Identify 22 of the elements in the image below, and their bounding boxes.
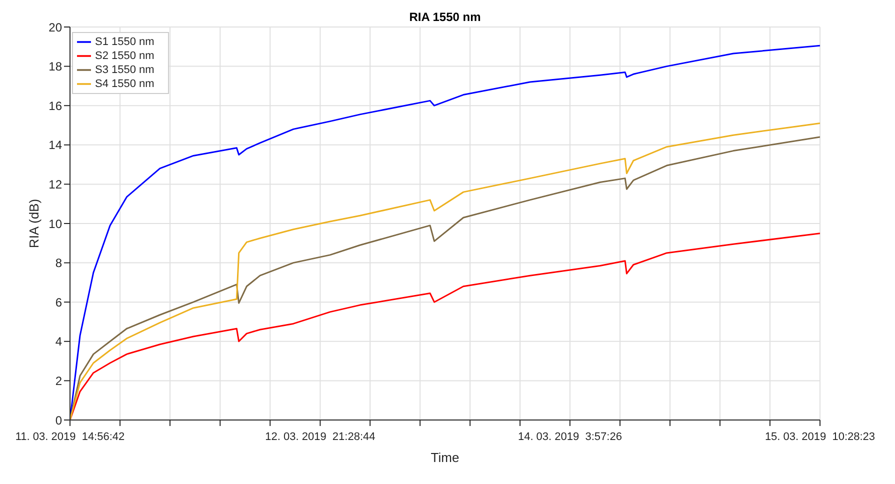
x-tick-label: 12. 03. 2019 21:28:44	[265, 431, 376, 443]
y-tick-label: 6	[55, 295, 62, 310]
y-tick-label: 16	[48, 98, 62, 113]
legend-label: S1 1550 nm	[95, 36, 154, 48]
x-axis-title: Time	[430, 450, 460, 465]
y-tick-label: 0	[55, 413, 62, 428]
y-tick-label: 4	[55, 334, 62, 349]
y-tick-label: 12	[48, 177, 62, 192]
legend-label: S3 1550 nm	[95, 64, 154, 76]
y-tick-label: 8	[55, 256, 62, 270]
y-tick-label: 14	[48, 138, 62, 152]
chart-title: RIA 1550 nm	[409, 10, 481, 24]
legend-label: S2 1550 nm	[95, 50, 154, 62]
y-tick-label: 10	[48, 216, 62, 231]
legend-label: S4 1550 nm	[95, 78, 154, 90]
y-axis-title: RIA (dB)	[26, 198, 42, 248]
x-tick-label: 11. 03. 2019 14:56:42	[15, 431, 125, 443]
y-tick-label: 18	[48, 60, 62, 74]
y-tick-label: 20	[48, 20, 62, 34]
y-tick-label: 2	[55, 374, 62, 388]
x-tick-label: 15. 03. 2019 10:28:23	[764, 431, 876, 443]
x-tick-label: 14. 03. 2019 3:57:26	[518, 431, 622, 443]
